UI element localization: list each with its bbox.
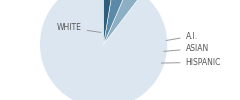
Text: HISPANIC: HISPANIC (161, 58, 221, 67)
Wedge shape (104, 0, 129, 44)
Text: WHITE: WHITE (57, 23, 101, 32)
Text: ASIAN: ASIAN (164, 44, 209, 53)
Wedge shape (104, 0, 143, 44)
Text: A.I.: A.I. (166, 32, 198, 41)
Wedge shape (104, 0, 114, 44)
Wedge shape (40, 0, 168, 100)
